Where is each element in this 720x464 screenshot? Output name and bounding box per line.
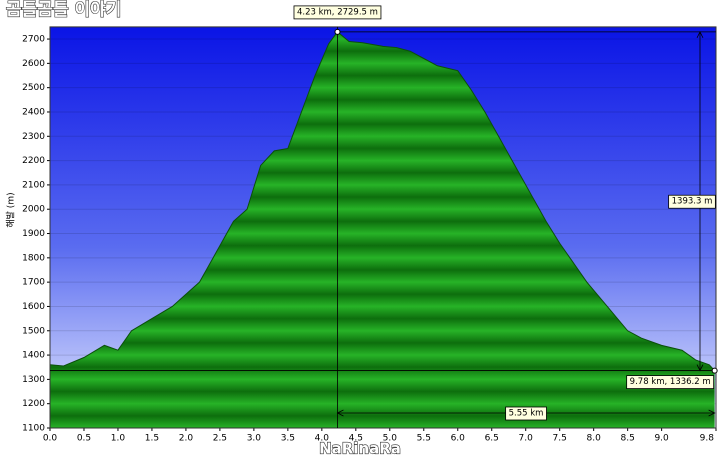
area	[50, 31, 715, 429]
y-tick-label: 2400	[22, 107, 45, 117]
annotation: 4.23 km, 2729.5 m	[297, 7, 378, 17]
y-tick-label: 1800	[22, 253, 45, 263]
x-tick-label: 7.0	[519, 434, 534, 444]
x-tick-label: 5.0	[383, 434, 398, 444]
y-tick-label: 1300	[22, 375, 45, 385]
annotation-box	[626, 375, 715, 389]
end-marker	[711, 367, 718, 374]
x-tick-label: 5.5	[417, 434, 431, 444]
x-tick-label: 3.5	[281, 434, 295, 444]
x-tick-label: 7.5	[553, 434, 567, 444]
x-tick-label: 4.0	[315, 434, 330, 444]
y-tick-label: 2100	[22, 180, 45, 190]
x-tick-label: 2.0	[179, 434, 194, 444]
x-tick-label: 2.5	[213, 434, 227, 444]
y-tick-label: 1600	[22, 302, 45, 312]
x-tick-label: 8.5	[620, 434, 634, 444]
annotation-box	[505, 406, 547, 421]
x-tick-label: 1.0	[111, 434, 126, 444]
annotation-box	[293, 5, 382, 20]
y-tick-label: 1400	[22, 351, 45, 361]
watermark-title: 곰틀곰틀 이야기	[6, 0, 121, 20]
y-tick-label: 2600	[22, 59, 45, 69]
annotation: 5.55 km	[509, 409, 544, 419]
y-tick-label: 1500	[22, 326, 45, 336]
watermark: NaRinaRa	[319, 440, 401, 458]
x-tick-label: 6.5	[485, 434, 499, 444]
y-tick-label: 2200	[22, 156, 45, 166]
x-tick-label: 6.0	[451, 434, 466, 444]
x-tick-label: 0.5	[77, 434, 91, 444]
x-tick-label: 8.0	[587, 434, 602, 444]
y-tick-label: 1900	[22, 229, 45, 239]
annotation: 1393.3 m	[672, 197, 713, 207]
y-tick-label: 2700	[22, 35, 45, 45]
peak-marker	[334, 28, 341, 35]
x-tick-label: 3.0	[247, 434, 262, 444]
y-tick-label: 2500	[22, 83, 45, 93]
x-tick-label: 9.8	[700, 434, 715, 444]
annotation-box	[668, 194, 716, 209]
y-axis-label: 해발 (m)	[6, 192, 17, 227]
y-tick-label: 2300	[22, 132, 45, 142]
x-tick-label: 1.5	[145, 434, 159, 444]
y-tick-label: 1100	[22, 424, 45, 434]
y-tick-label: 1700	[22, 278, 45, 288]
annotation: 9.78 km, 1336.2 m	[630, 377, 711, 387]
x-tick-label: 0.0	[43, 434, 58, 444]
x-tick-label: 9.0	[654, 434, 669, 444]
plot-frame	[49, 26, 717, 429]
x-tick-label: 4.5	[349, 434, 363, 444]
y-tick-label: 1200	[22, 399, 45, 409]
profile-line	[49, 31, 716, 371]
arrows	[336, 30, 716, 417]
y-tick-label: 2000	[22, 205, 45, 215]
